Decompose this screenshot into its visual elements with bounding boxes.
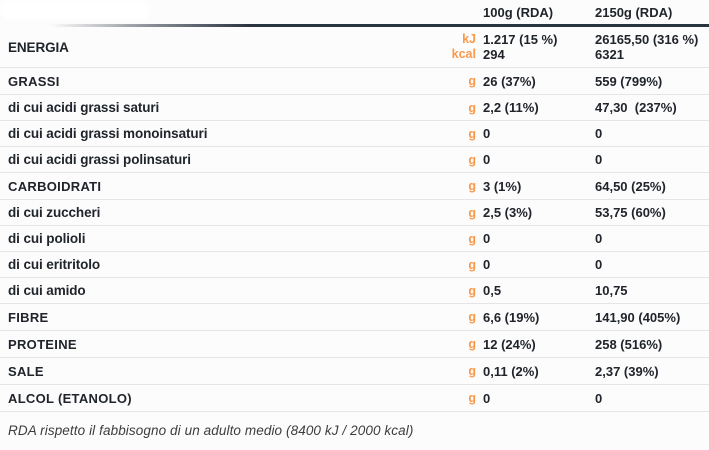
unit-cell: kJ kcal [449,32,476,62]
value-2150g-kj: 26165,50 (316 %) [595,32,699,47]
unit-cell: g [468,364,476,378]
value-2150g: 258 (516%) [595,336,663,352]
value-100g: 2,2 (11%) [483,100,539,115]
value-100g: 6,6 (19%) [483,309,540,325]
nutrient-label: di cui acidi grassi saturi [8,100,160,115]
unit-cell: g [468,257,476,272]
value-100g: 0 [483,126,491,141]
value-100g: 1.217 (15 %) 294 [483,32,595,62]
value-100g: 0 [483,390,491,406]
value-2150g: 0 [595,126,603,141]
unit-cell: g [468,283,476,298]
column-header-100g: 100g (RDA) [483,4,554,20]
header-divider [0,24,709,27]
row-alcol-etanolo: ALCOL (ETANOLO) g 0 0 [0,385,709,412]
value-100g: 3 (1%) [483,178,522,194]
unit-cell: g [468,74,476,88]
row-proteine: PROTEINE g 12 (24%) 258 (516%) [0,331,709,358]
unit-cell: g [468,231,476,246]
value-100g: 0,5 [483,283,502,298]
value-100g: 0,11 (2%) [483,363,539,379]
value-2150g-kcal: 6321 [595,47,624,62]
nutrient-label: di cui acidi grassi monoinsaturi [8,126,208,141]
value-2150g: 559 (799%) [595,73,663,89]
nutrient-label: di cui zuccheri [8,205,101,220]
value-100g-kj: 1.217 (15 %) [483,32,558,47]
unit-cell: g [468,126,476,141]
value-2150g: 0 [595,390,603,406]
row-polioli: di cui polioli g 0 0 [0,226,709,252]
nutrient-label: di cui acidi grassi polinsaturi [8,152,191,167]
nutrient-label: ALCOL (ETANOLO) [8,390,132,406]
unit-cell: g [468,179,476,193]
nutrient-label: FIBRE [8,309,49,325]
value-100g-kcal: 294 [483,47,505,62]
value-2150g: 0 [595,152,603,167]
nutrient-label: di cui polioli [8,231,86,246]
unit-cell: g [468,100,476,115]
rda-footnote: RDA rispetto il fabbisogno di un adulto … [8,423,414,438]
value-2150g: 64,50 (25%) [595,178,666,194]
nutrient-label: CARBOIDRATI [8,178,102,194]
row-acidi-grassi-polinsaturi: di cui acidi grassi polinsaturi g 0 0 [0,147,709,173]
row-acidi-grassi-monoinsaturi: di cui acidi grassi monoinsaturi g 0 0 [0,121,709,147]
row-fibre: FIBRE g 6,6 (19%) 141,90 (405%) [0,304,709,331]
row-energia: ENERGIA kJ kcal 1.217 (15 %) 294 26165,5… [0,27,709,68]
value-2150g: 141,90 (405%) [595,309,681,325]
row-amido: di cui amido g 0,5 10,75 [0,278,709,304]
row-carboidrati: CARBOIDRATI g 3 (1%) 64,50 (25%) [0,173,709,200]
row-acidi-grassi-saturi: di cui acidi grassi saturi g 2,2 (11%) 4… [0,95,709,121]
value-2150g: 2,37 (39%) [595,363,659,379]
row-zuccheri: di cui zuccheri g 2,5 (3%) 53,75 (60%) [0,200,709,226]
nutrient-label: GRASSI [8,73,60,89]
value-100g: 0 [483,257,491,272]
value-100g: 26 (37%) [483,73,536,89]
erased-logo-area [0,0,150,20]
table-header-row: 100g (RDA) 2150g (RDA) [0,0,709,24]
value-2150g: 53,75 (60%) [595,205,666,220]
value-100g: 0 [483,152,491,167]
unit-cell: g [468,205,476,220]
nutrient-label: di cui eritritolo [8,257,101,272]
unit-kj: kJ [462,32,476,46]
value-2150g: 10,75 [595,283,628,298]
value-100g: 12 (24%) [483,336,536,352]
nutrient-label: PROTEINE [8,336,77,352]
row-grassi: GRASSI g 26 (37%) 559 (799%) [0,68,709,95]
unit-cell: g [468,152,476,167]
value-2150g: 0 [595,257,603,272]
unit-kcal: kcal [451,47,476,61]
nutrient-label: SALE [8,363,44,379]
value-2150g: 26165,50 (316 %) 6321 [595,32,709,62]
unit-cell: g [468,391,476,405]
value-2150g: 0 [595,231,603,246]
row-sale: SALE g 0,11 (2%) 2,37 (39%) [0,358,709,385]
unit-cell: g [468,310,476,324]
value-100g: 0 [483,231,491,246]
value-100g: 2,5 (3%) [483,205,533,220]
nutrient-label: di cui amido [8,283,86,298]
column-header-2150g: 2150g (RDA) [595,4,673,20]
row-eritritolo: di cui eritritolo g 0 0 [0,252,709,278]
value-2150g: 47,30 (237%) [595,100,677,115]
nutrient-label: ENERGIA [8,39,69,55]
unit-cell: g [468,337,476,351]
